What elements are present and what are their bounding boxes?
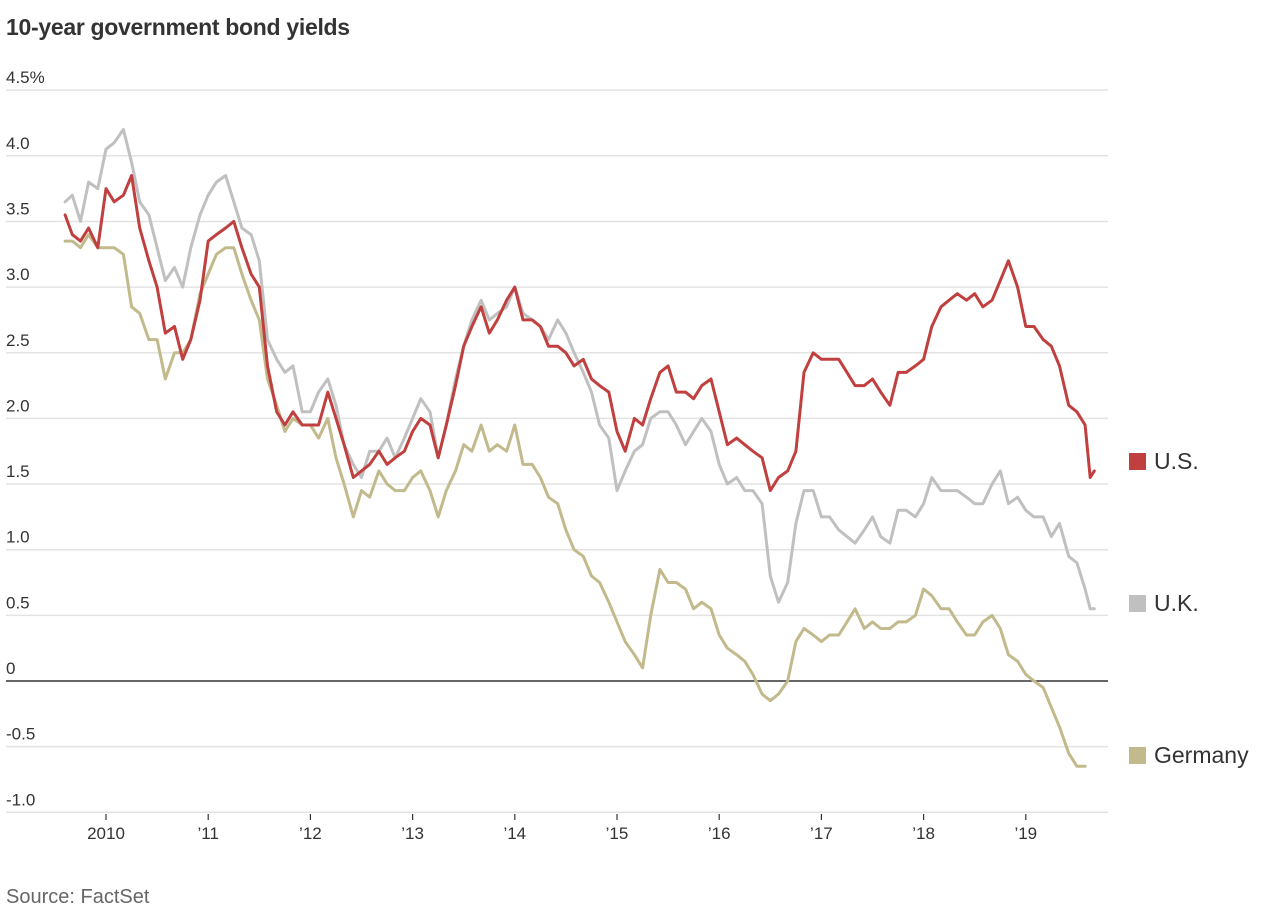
legend-swatch bbox=[1129, 595, 1146, 612]
x-tick-label: ’19 bbox=[1014, 824, 1037, 843]
legend-label: U.S. bbox=[1154, 448, 1199, 474]
y-tick-label: 2.0 bbox=[6, 396, 30, 415]
series-line-us bbox=[63, 174, 1096, 493]
x-tick-label: 2010 bbox=[87, 824, 125, 843]
x-tick-label: ’17 bbox=[810, 824, 833, 843]
y-tick-label: 1.5 bbox=[6, 462, 30, 481]
y-tick-label: 3.5 bbox=[6, 199, 30, 218]
x-tick-label: ’15 bbox=[606, 824, 629, 843]
legend-swatch bbox=[1129, 453, 1146, 470]
x-tick-label: ’16 bbox=[708, 824, 731, 843]
x-tick-label: ’14 bbox=[503, 824, 526, 843]
source-note: Source: FactSet bbox=[6, 886, 150, 908]
x-tick-label: ’13 bbox=[401, 824, 424, 843]
x-tick-label: ’12 bbox=[299, 824, 322, 843]
y-tick-label: 0.5 bbox=[6, 593, 30, 612]
gridlines bbox=[6, 89, 1108, 814]
y-tick-label: -0.5 bbox=[6, 725, 35, 744]
series-line-germany bbox=[63, 233, 1087, 768]
y-tick-label: 2.5 bbox=[6, 331, 30, 350]
series-lines bbox=[63, 128, 1096, 768]
legend-swatch bbox=[1129, 747, 1146, 764]
chart-title: 10-year government bond yields bbox=[6, 14, 350, 40]
x-axis: 2010 ’11 ’12 ’13 ’14 ’15 ’16 ’17 ’18 ’19 bbox=[87, 814, 1037, 843]
legend-label: U.K. bbox=[1154, 590, 1199, 616]
y-axis-ticks: 4.5% 4.0 3.5 3.0 2.5 2.0 1.5 1.0 0.5 0 -0.5 -1.0 bbox=[6, 68, 45, 809]
x-tick-label: ’11 bbox=[197, 824, 218, 843]
y-tick-label: -1.0 bbox=[6, 790, 35, 809]
y-tick-label: 1.0 bbox=[6, 528, 30, 547]
y-tick-label: 0 bbox=[6, 659, 15, 678]
series-line-uk bbox=[63, 128, 1096, 611]
legend-label: Germany bbox=[1154, 742, 1249, 768]
y-tick-label: 4.0 bbox=[6, 134, 30, 153]
y-tick-label: 4.5% bbox=[6, 68, 45, 87]
legend: U.S. U.K. Germany bbox=[1129, 448, 1249, 768]
x-tick-label: ’18 bbox=[912, 824, 935, 843]
y-tick-label: 3.0 bbox=[6, 265, 30, 284]
